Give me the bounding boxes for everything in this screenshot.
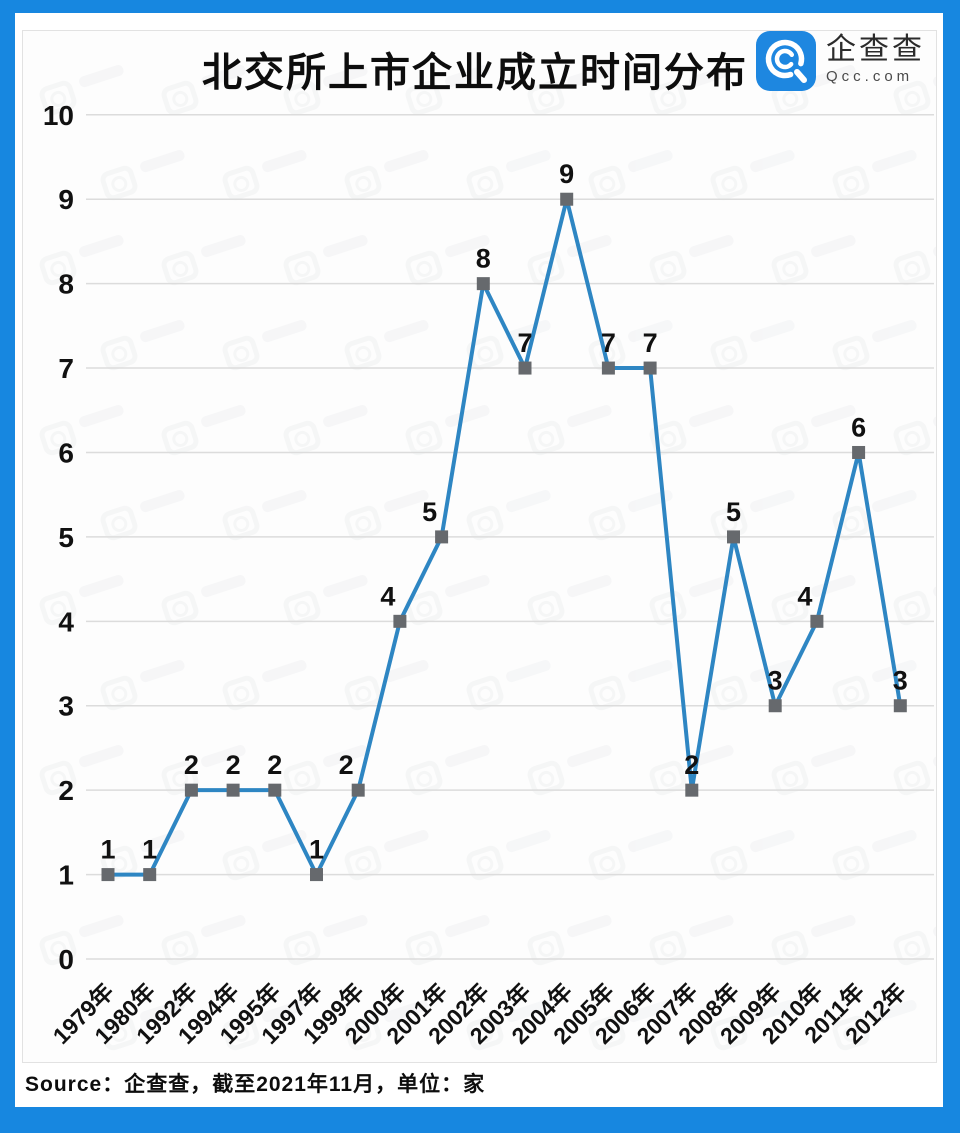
data-point-label: 7: [601, 328, 616, 358]
data-point-marker: [268, 783, 282, 797]
y-axis-tick-label: 6: [58, 437, 74, 468]
data-point-marker: [893, 699, 907, 713]
y-axis-tick-label: 1: [58, 860, 74, 891]
data-point-label: 7: [517, 328, 532, 358]
data-point-label: 4: [380, 581, 395, 611]
y-axis-tick-label: 9: [58, 184, 74, 215]
data-point-marker: [101, 868, 115, 882]
qcc-logo-domain: Qcc.com: [826, 68, 914, 85]
data-point-label: 1: [142, 835, 157, 865]
y-axis-tick-label: 4: [58, 606, 74, 637]
data-point-label: 6: [851, 412, 866, 442]
data-point-marker: [852, 445, 866, 459]
data-point-label: 1: [100, 835, 115, 865]
data-point-marker: [601, 361, 615, 375]
data-point-marker: [310, 868, 323, 882]
data-point-label: 3: [893, 666, 908, 696]
data-point-marker: [810, 614, 824, 628]
data-point-label: 2: [684, 750, 699, 780]
data-point-label: 9: [559, 159, 574, 189]
line-chart: 0123456789101979年1980年1992年1994年1995年199…: [43, 100, 934, 1049]
qcc-logo-icon: [756, 31, 816, 91]
data-point-marker: [435, 530, 449, 544]
data-point-marker: [226, 783, 240, 797]
data-point-marker: [143, 868, 157, 882]
y-axis-tick-label: 2: [58, 775, 74, 806]
data-point-label: 2: [339, 750, 354, 780]
data-point-marker: [476, 277, 490, 291]
data-point-marker: [643, 361, 657, 375]
data-point-label: 2: [226, 750, 241, 780]
data-point-label: 5: [726, 497, 741, 527]
y-axis-tick-label: 5: [58, 522, 74, 553]
qcc-logo: 企查查 Qcc.com: [756, 31, 936, 93]
y-axis-tick-label: 0: [58, 944, 74, 975]
data-point-marker: [560, 192, 574, 206]
page-title: 北交所上市企业成立时间分布: [202, 51, 748, 95]
qcc-logo-texts: 企查查 Qcc.com: [826, 33, 925, 87]
data-point-label: 3: [768, 666, 783, 696]
y-axis-tick-label: 7: [58, 353, 74, 384]
data-point-marker: [351, 783, 365, 797]
data-point-marker: [518, 361, 532, 375]
source-note: Source：企查查，截至2021年11月，单位：家: [25, 1073, 486, 1096]
data-point-marker: [685, 783, 699, 797]
qcc-logo-name: 企查查: [826, 33, 925, 66]
chart-card: [22, 30, 937, 1063]
data-point-label: 2: [267, 750, 282, 780]
data-line: [106, 197, 903, 877]
y-axis-tick-label: 8: [58, 269, 74, 300]
data-point-label: 7: [643, 328, 658, 358]
data-point-label: 5: [422, 497, 437, 527]
data-point-label: 4: [797, 581, 812, 611]
data-point-marker: [184, 783, 198, 797]
data-point-marker: [393, 614, 407, 628]
data-point-marker: [768, 699, 782, 713]
y-axis-tick-label: 3: [58, 691, 74, 722]
data-point-marker: [727, 530, 740, 544]
data-point-label: 8: [476, 244, 491, 274]
data-point-label: 2: [184, 750, 199, 780]
y-axis-tick-label: 10: [43, 100, 74, 131]
data-point-label: 1: [309, 835, 324, 865]
